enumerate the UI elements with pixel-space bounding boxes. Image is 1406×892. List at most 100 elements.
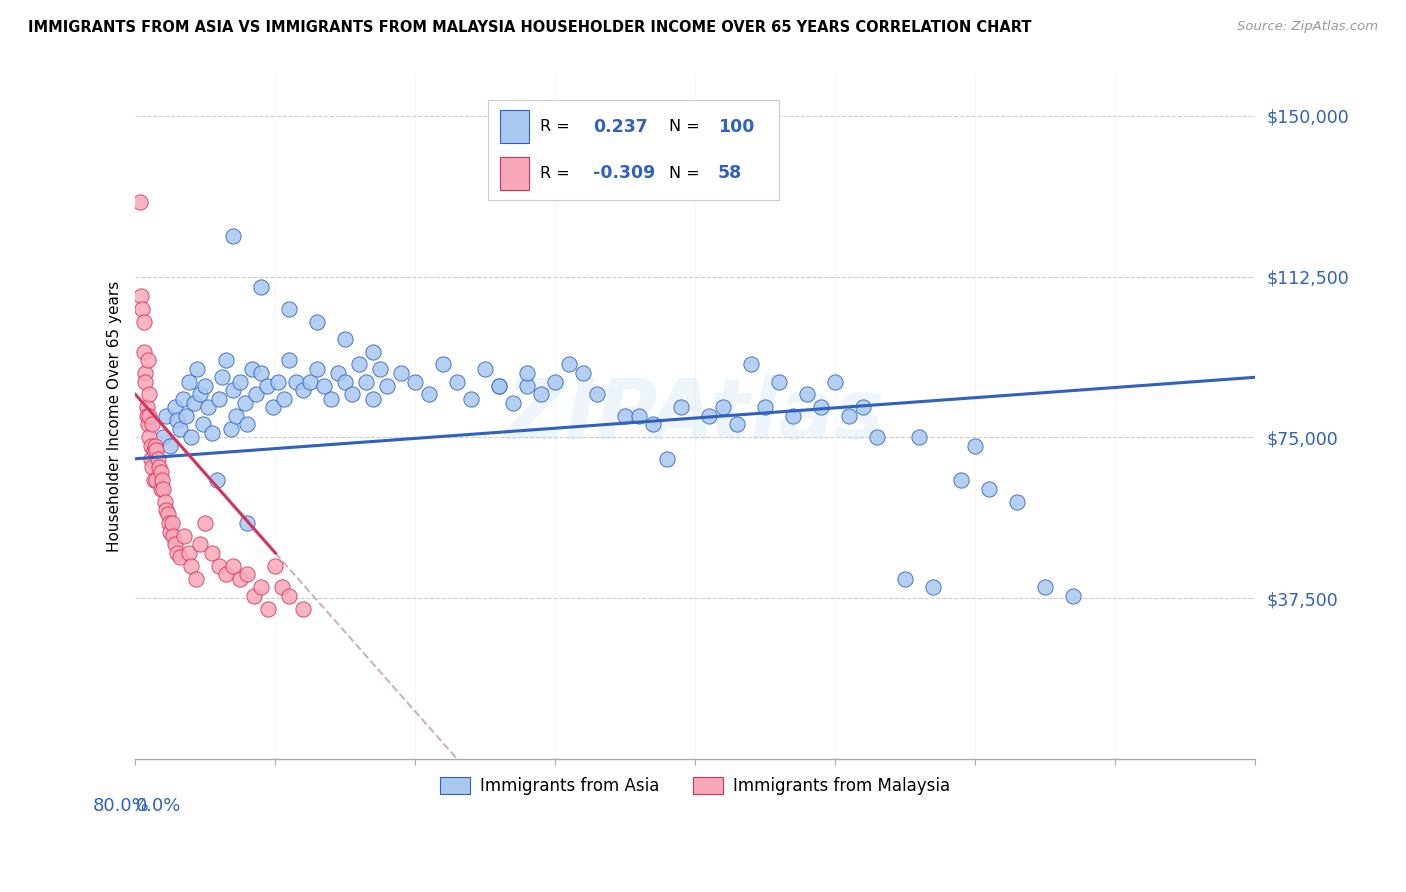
Point xyxy=(163,401,186,415)
Point xyxy=(138,409,160,423)
Point xyxy=(314,379,336,393)
Point xyxy=(194,516,217,530)
Point xyxy=(136,353,159,368)
Point xyxy=(166,413,188,427)
Point xyxy=(363,392,385,406)
Point xyxy=(169,422,191,436)
Point xyxy=(205,473,228,487)
Point xyxy=(240,361,263,376)
Point xyxy=(245,387,267,401)
Point xyxy=(1033,580,1056,594)
Point xyxy=(155,503,177,517)
Point xyxy=(273,392,295,406)
Point xyxy=(211,370,233,384)
Point xyxy=(138,430,160,444)
Point xyxy=(643,417,665,432)
Point xyxy=(307,361,329,376)
Point xyxy=(163,537,186,551)
Point xyxy=(236,516,259,530)
Point xyxy=(222,558,245,573)
Point xyxy=(432,358,454,372)
Point xyxy=(180,558,202,573)
Point xyxy=(657,451,679,466)
Point xyxy=(169,550,191,565)
Point xyxy=(149,482,172,496)
Point xyxy=(191,417,214,432)
Point xyxy=(824,375,846,389)
Point xyxy=(145,443,167,458)
Point xyxy=(671,401,693,415)
Point xyxy=(502,396,524,410)
Point xyxy=(201,425,224,440)
Point xyxy=(135,409,157,423)
Point xyxy=(307,315,329,329)
Point xyxy=(754,401,776,415)
Point xyxy=(866,430,889,444)
Point xyxy=(136,417,159,432)
Point xyxy=(222,228,245,243)
Y-axis label: Householder Income Over 65 years: Householder Income Over 65 years xyxy=(107,280,121,551)
Point xyxy=(838,409,860,423)
Point xyxy=(558,358,581,372)
Point xyxy=(264,558,287,573)
Text: IMMIGRANTS FROM ASIA VS IMMIGRANTS FROM MALAYSIA HOUSEHOLDER INCOME OVER 65 YEAR: IMMIGRANTS FROM ASIA VS IMMIGRANTS FROM … xyxy=(28,20,1032,35)
Point xyxy=(250,280,273,294)
Point xyxy=(908,430,931,444)
Point xyxy=(162,529,184,543)
Point xyxy=(342,387,364,401)
Point xyxy=(146,451,169,466)
Point xyxy=(299,375,322,389)
Point xyxy=(267,375,290,389)
Point xyxy=(321,392,343,406)
Point xyxy=(363,344,385,359)
Point xyxy=(139,451,162,466)
Point xyxy=(488,379,510,393)
Point xyxy=(160,516,183,530)
Point xyxy=(335,332,357,346)
Point xyxy=(128,194,150,209)
Point xyxy=(782,409,804,423)
Point xyxy=(153,494,176,508)
Point xyxy=(1005,494,1028,508)
Point xyxy=(852,401,875,415)
Text: ZIPAtlas: ZIPAtlas xyxy=(506,376,884,457)
Point xyxy=(188,387,211,401)
Point xyxy=(243,589,266,603)
Point xyxy=(614,409,637,423)
Point xyxy=(219,422,242,436)
Point xyxy=(446,375,468,389)
Point xyxy=(370,361,392,376)
Point xyxy=(157,516,180,530)
Point xyxy=(628,409,651,423)
Point xyxy=(141,417,163,432)
Point xyxy=(474,361,496,376)
Point xyxy=(172,392,194,406)
Point xyxy=(173,529,195,543)
Point xyxy=(183,396,205,410)
Point xyxy=(180,430,202,444)
Point xyxy=(236,567,259,582)
Point xyxy=(138,387,160,401)
Point xyxy=(965,439,987,453)
Point xyxy=(740,358,762,372)
Point xyxy=(262,401,284,415)
Point xyxy=(894,572,917,586)
Point xyxy=(194,379,217,393)
Point xyxy=(222,383,245,397)
Point xyxy=(257,601,280,615)
Point xyxy=(516,366,538,380)
Point xyxy=(142,473,165,487)
Point xyxy=(356,375,378,389)
Point xyxy=(152,430,174,444)
Point xyxy=(159,524,181,539)
Point xyxy=(1062,589,1084,603)
Text: Source: ZipAtlas.com: Source: ZipAtlas.com xyxy=(1237,20,1378,33)
Point xyxy=(148,460,170,475)
Legend: Immigrants from Asia, Immigrants from Malaysia: Immigrants from Asia, Immigrants from Ma… xyxy=(433,771,957,802)
Point xyxy=(150,473,173,487)
Point xyxy=(201,546,224,560)
Point xyxy=(810,401,832,415)
Point xyxy=(208,558,231,573)
Point xyxy=(375,379,398,393)
Point xyxy=(156,508,179,522)
